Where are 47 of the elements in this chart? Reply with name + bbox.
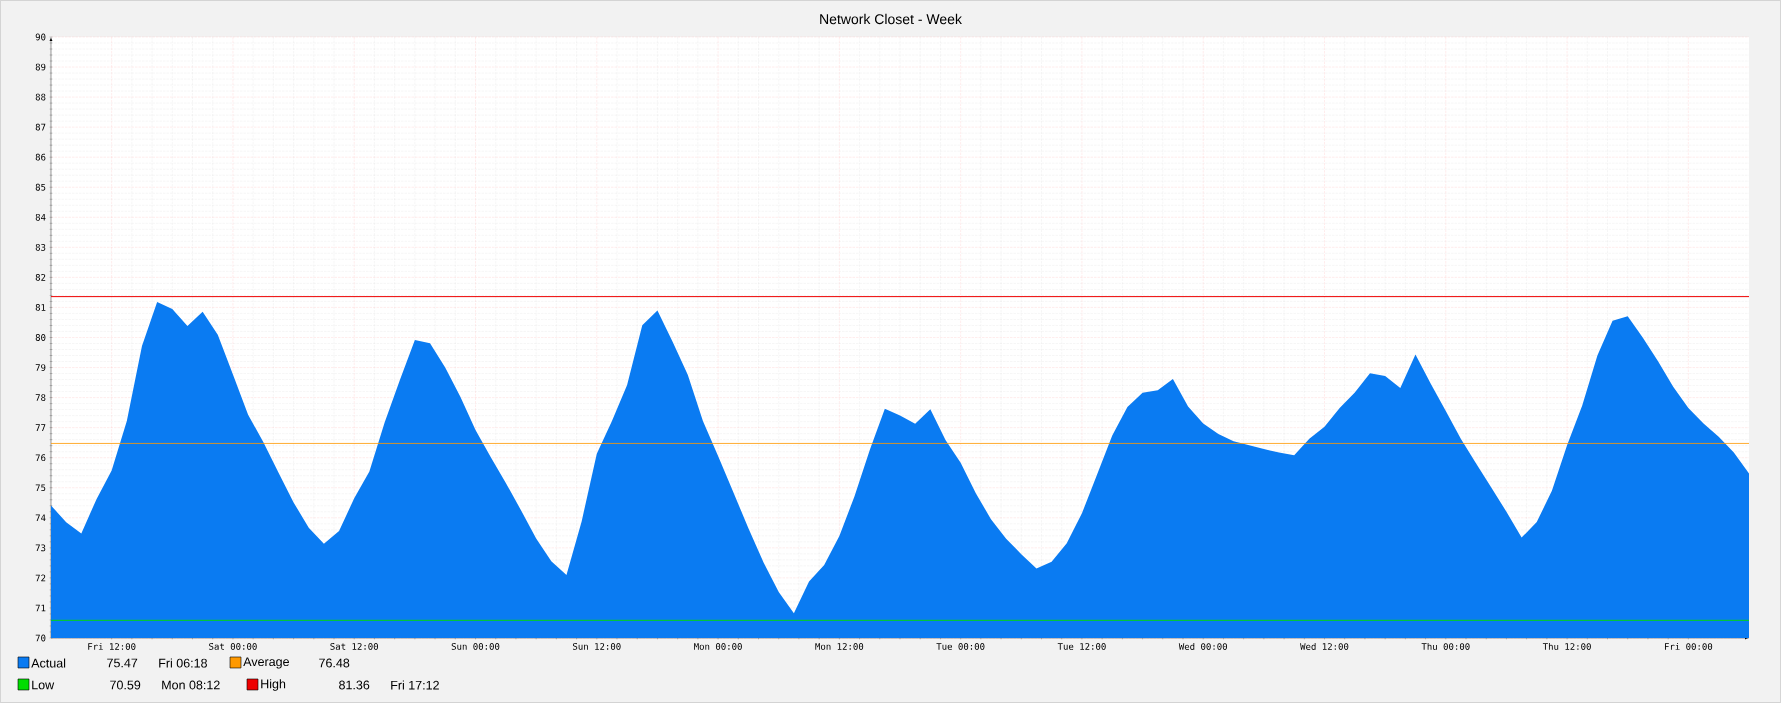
text: 76.48 <box>319 658 350 668</box>
text: 81.36 <box>339 680 370 690</box>
y-tick-label: 74 <box>35 514 46 522</box>
y-tick-label: 80 <box>35 334 46 341</box>
legend-label: Average <box>243 657 289 669</box>
x-tick-label: Sat 00:00 <box>209 643 257 650</box>
x-tick-label: Fri 00:00 <box>1664 643 1713 650</box>
text: 70.59 <box>110 680 141 690</box>
y-tick-label: 78 <box>35 394 46 401</box>
legend-label: Low <box>32 680 55 690</box>
y-tick-label: 77 <box>35 424 46 431</box>
x-tick-label: Fri 12:00 <box>88 643 136 650</box>
chart-title: Network Closet - Week <box>820 13 962 25</box>
y-tick-label: 79 <box>35 364 46 371</box>
y-tick-label: 81 <box>35 304 46 311</box>
y-tick-label: 90 <box>35 33 46 41</box>
x-tick-label: Thu 00:00 <box>1421 643 1470 650</box>
y-tick-label: 84 <box>35 213 46 221</box>
x-tick-label: Sat 12:00 <box>330 643 379 650</box>
y-tick-label: 82 <box>35 273 46 281</box>
legend-label: High <box>261 679 286 691</box>
x-tick-label: Sun 00:00 <box>451 643 500 650</box>
x-tick-label: Mon 00:00 <box>694 643 742 650</box>
y-tick-label: 85 <box>35 183 46 191</box>
y-tick-label: 76 <box>35 454 46 462</box>
x-tick-label: Mon 12:00 <box>815 643 864 650</box>
x-tick-label: Sun 12:00 <box>573 643 621 650</box>
y-tick-label: 86 <box>35 153 46 161</box>
text: Fri 17:12 <box>391 680 439 690</box>
y-tick-label: 73 <box>35 544 46 552</box>
y-tick-label: 89 <box>35 63 46 71</box>
y-tick-label: 70 <box>35 634 46 642</box>
x-tick-label: Wed 00:00 <box>1178 643 1228 650</box>
y-tick-label: 88 <box>35 93 46 101</box>
y-tick-label: 75 <box>35 484 46 492</box>
x-tick-label: Wed 12:00 <box>1300 643 1349 650</box>
text: Fri 06:18 <box>159 658 207 668</box>
y-tick-label: 72 <box>35 574 46 582</box>
legend-label: Actual <box>31 658 66 668</box>
text: 75.47 <box>107 658 138 668</box>
x-tick-label: Thu 12:00 <box>1542 643 1591 650</box>
y-tick-label: 83 <box>35 243 46 251</box>
y-tick-label: 87 <box>35 123 46 131</box>
x-tick-label: Tue 12:00 <box>1057 643 1106 650</box>
text: Mon 08:12 <box>162 680 220 690</box>
x-tick-label: Tue 00:00 <box>936 643 985 650</box>
y-tick-label: 71 <box>35 604 46 612</box>
